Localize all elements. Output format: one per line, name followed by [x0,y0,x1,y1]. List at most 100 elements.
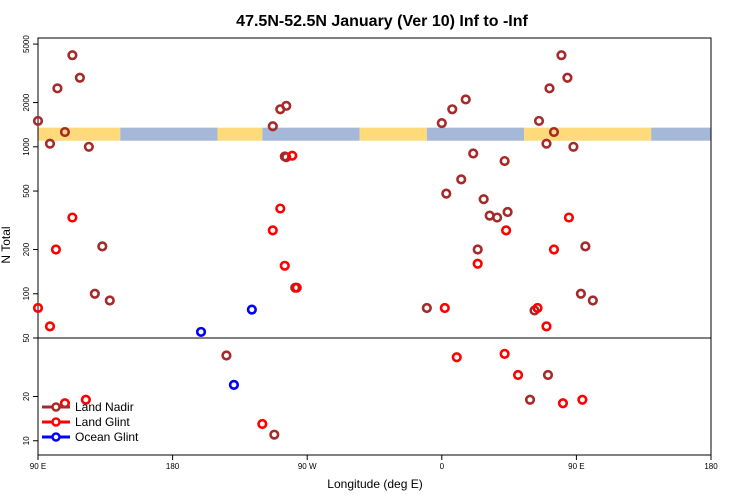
point-land-nadir [524,394,536,405]
point-land-glint [275,203,286,214]
point-land-glint [472,258,483,269]
point-land-nadir [44,138,56,149]
point-land-glint [439,302,450,314]
point-land-nadir [556,50,567,61]
legend-marker [51,402,61,412]
legend-marker [51,417,61,427]
point-land-nadir [281,100,292,111]
point-land-nadir [267,121,278,132]
point-land-glint [512,369,524,381]
x-axis-label: Longitude (deg E) [327,477,422,491]
y-tick-label: 5000 [22,35,31,53]
point-land-glint [548,244,560,255]
point-land-nadir [542,369,554,381]
point-land-nadir [502,206,513,218]
x-axis: 90 E 180 90 W 0 90 E 180 [30,455,718,471]
band-segment-land [217,127,263,141]
point-land-glint [451,352,462,363]
point-land-glint [44,321,56,332]
point-land-nadir [97,241,108,252]
point-land-glint [257,418,268,430]
point-land-glint [532,302,543,314]
point-land-nadir [456,174,467,185]
point-land-glint [291,282,302,293]
point-land-nadir [83,141,94,152]
point-land-nadir [59,126,71,138]
point-land-glint [80,394,91,405]
point-land-nadir [541,138,552,149]
point-land-nadir [468,148,479,159]
y-axis-lower: 10 20 [22,392,38,445]
plot-border [37,37,712,456]
point-land-glint [563,212,575,223]
y-tick-label: 200 [22,242,31,256]
band-segment-ocean [120,127,218,141]
y-axis-label: N Total [0,226,13,263]
point-land-glint [67,212,78,223]
y-axis-upper: 50 100 200 500 1000 2000 5000 [22,35,38,342]
point-land-nadir [460,94,471,105]
band-segment-land [38,127,121,141]
y-tick-label: 50 [22,333,31,342]
point-land-nadir [580,241,591,252]
plot-frame [37,37,712,456]
point-land-nadir [441,188,452,199]
x-tick-label: 0 [440,462,445,471]
point-land-glint [267,225,278,236]
plot-area [38,38,711,455]
point-land-glint [499,348,510,359]
band-segment-land [359,127,427,141]
point-land-nadir [478,194,489,205]
point-land-nadir [447,104,458,115]
band-segment-ocean [651,127,711,141]
y-tick-label: 500 [22,184,31,198]
scatter-points [32,50,598,440]
point-land-nadir [421,302,432,314]
y-tick-label: 100 [22,287,31,301]
point-land-nadir [544,83,555,94]
band-segment-ocean [262,127,360,141]
point-land-nadir [472,244,483,255]
legend-marker [51,432,61,442]
band-segment-ocean [426,127,525,141]
land-ocean-band [38,127,711,141]
point-land-glint [50,244,62,255]
y-tick-label: 10 [22,436,31,445]
legend-label: Land Glint [75,415,130,429]
point-land-nadir [32,115,44,127]
point-land-glint [279,260,290,271]
point-land-glint [32,302,44,314]
point-land-glint [557,398,569,409]
point-land-nadir [533,115,545,127]
point-land-nadir [436,117,447,129]
point-ocean-glint [246,304,257,315]
point-land-nadir [74,72,85,83]
plot-background [38,38,711,455]
point-land-glint [501,225,512,236]
point-land-nadir [221,350,232,361]
point-land-nadir [269,429,280,440]
x-tick-label: 180 [704,462,718,471]
legend-label: Land Nadir [75,400,134,414]
point-land-nadir [499,155,510,167]
y-tick-label: 20 [22,392,31,401]
point-land-glint [577,394,588,405]
y-tick-label: 1000 [22,137,31,155]
x-tick-label: 180 [166,462,180,471]
point-land-nadir [104,295,115,306]
x-tick-label: 90 E [568,462,584,471]
band-segment-land [524,127,652,141]
point-land-glint [541,321,552,332]
point-land-nadir [587,295,598,306]
point-land-glint [287,150,298,161]
y-tick-label: 2000 [22,93,31,111]
point-ocean-glint [228,379,240,390]
x-tick-label: 90 E [30,462,46,471]
chart-title: 47.5N-52.5N January (Ver 10) Inf to -Inf [236,13,528,30]
point-land-nadir [89,288,100,299]
point-land-nadir [548,126,560,138]
point-land-nadir [52,83,63,94]
point-land-nadir [562,72,573,83]
